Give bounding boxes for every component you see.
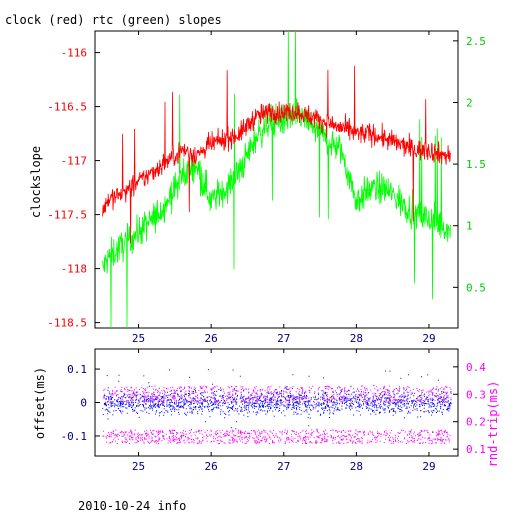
bottom-xtick-label: 29 xyxy=(422,460,435,473)
bottom-ytick-label: -0.1 xyxy=(61,430,88,443)
bottom-xtick-label: 25 xyxy=(132,460,145,473)
top-y2tick-label: 2.5 xyxy=(466,35,486,48)
top-series-layer xyxy=(101,30,451,329)
top-plot-frame xyxy=(94,30,459,329)
page-title: clock (red) rtc (green) slopes xyxy=(5,13,222,27)
top-ytick-label: -117 xyxy=(61,155,88,168)
series-offset-points xyxy=(102,369,452,435)
bottom-xtick-label: 28 xyxy=(350,460,363,473)
bottom-axes: 25 26 27 28 29 0.1 0 -0.1 0.4 0.3 0.2 0.1 xyxy=(61,349,486,473)
bottom-y2tick-label: 0.3 xyxy=(466,388,486,401)
top-ytick-label: -116.5 xyxy=(47,101,87,114)
bottom-series-layer xyxy=(102,369,452,445)
bottom-y2label: rnd-trip(ms) xyxy=(486,381,500,468)
top-ytick-label: -117.5 xyxy=(47,209,87,222)
top-axes: 25 26 27 28 29 -116 -116.5 -117 -117.5 -118 -118.5… xyxy=(47,31,486,345)
top-ytick-label: -118.5 xyxy=(47,317,87,330)
top-xtick-label: 26 xyxy=(205,332,218,345)
top-xtick-label: 25 xyxy=(132,332,145,345)
top-y2tick-label: 2 xyxy=(466,96,473,109)
bottom-xtick-label: 27 xyxy=(277,460,290,473)
bottom-y2tick-label: 0.1 xyxy=(466,443,486,456)
top-y2tick-label: 1 xyxy=(466,220,473,233)
footer-text: 2010-10-24 info xyxy=(78,499,186,512)
top-xtick-label: 27 xyxy=(277,332,290,345)
top-ytick-label: -116 xyxy=(61,47,88,60)
series-clock-line xyxy=(101,65,451,244)
series-rtc-line xyxy=(101,30,451,329)
top-ylabel: clockslope xyxy=(29,146,43,218)
bottom-xtick-label: 26 xyxy=(205,460,218,473)
top-y2tick-label: 1.5 xyxy=(466,158,486,171)
bottom-ylabel: offset(ms) xyxy=(33,367,47,439)
top-ytick-label: -118 xyxy=(61,263,88,276)
bottom-y2tick-label: 0.4 xyxy=(466,361,486,374)
series-rnd-trip-points xyxy=(102,385,452,445)
bottom-ytick-label: 0.1 xyxy=(67,363,87,376)
top-xtick-label: 29 xyxy=(422,332,435,345)
top-chart: 25 26 27 28 29 -116 -116.5 -117 -117.5 -118 -118.5… xyxy=(29,30,486,345)
bottom-chart: 25 26 27 28 29 0.1 0 -0.1 0.4 0.3 0.2 0.1 offset(ms… xyxy=(33,348,500,473)
bottom-ytick-label: 0 xyxy=(80,397,87,410)
top-y2tick-label: 0.5 xyxy=(466,281,486,294)
top-xtick-label: 28 xyxy=(350,332,363,345)
bottom-y2tick-label: 0.2 xyxy=(466,416,486,429)
